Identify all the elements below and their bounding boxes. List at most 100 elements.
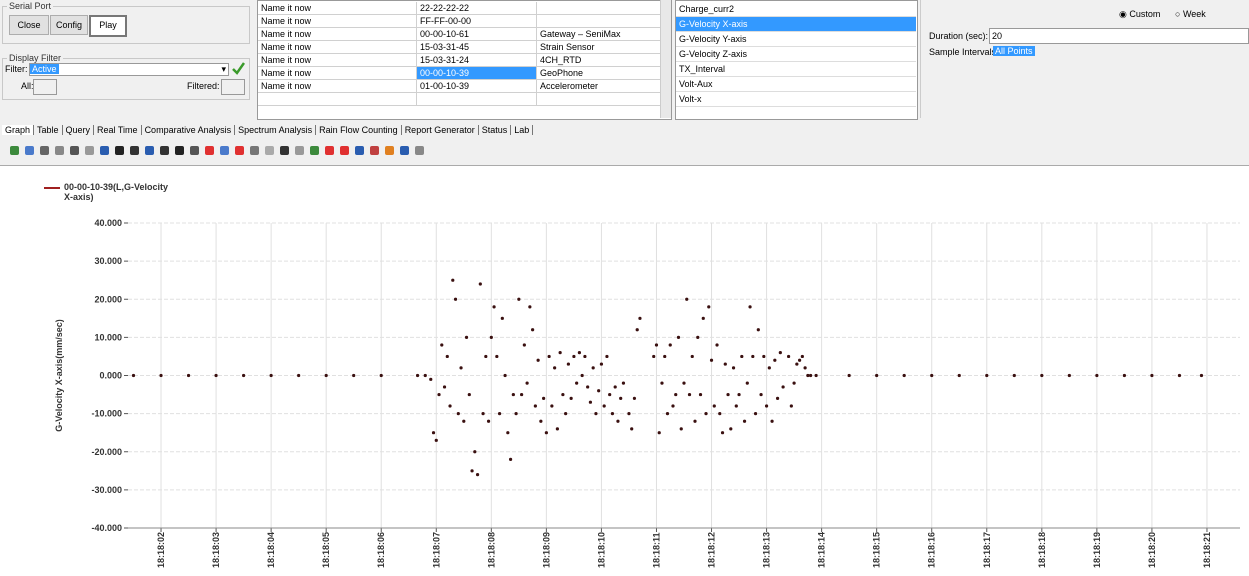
tab[interactable]: Spectrum Analysis — [235, 125, 317, 135]
tool-icon[interactable] — [280, 146, 289, 155]
table-cell[interactable] — [417, 93, 537, 106]
table-cell[interactable]: 22-22-22-22 — [417, 2, 537, 15]
tab[interactable]: Graph — [2, 125, 35, 135]
tool-icon[interactable] — [250, 146, 259, 155]
tab[interactable]: Query — [63, 125, 95, 135]
table-cell[interactable] — [537, 15, 661, 28]
table-cell[interactable]: Name it now — [258, 54, 417, 67]
table-cell[interactable]: Accelerometer — [537, 80, 661, 93]
tool-icon[interactable] — [295, 146, 304, 155]
close-button[interactable]: Close — [9, 15, 49, 35]
tab[interactable]: Comparative Analysis — [142, 125, 236, 135]
point — [431, 431, 436, 435]
play-button[interactable]: Play — [89, 15, 127, 37]
y-tick-label: 10.000 — [94, 332, 122, 342]
tab[interactable]: Table — [34, 125, 63, 135]
table-cell[interactable]: 15-03-31-45 — [417, 41, 537, 54]
channel-item[interactable]: Volt-x — [676, 92, 916, 107]
tab[interactable]: Rain Flow Counting — [316, 125, 402, 135]
duration-input[interactable]: 20 — [989, 28, 1249, 44]
radio-custom[interactable]: ◉ Custom — [1119, 9, 1161, 19]
tab[interactable]: Status — [479, 125, 512, 135]
x-tick-label: 18:18:06 — [376, 532, 386, 568]
radio-week[interactable]: ○ Week — [1175, 9, 1206, 19]
table-cell[interactable]: 15-03-31-24 — [417, 54, 537, 67]
tool-icon[interactable] — [415, 146, 424, 155]
table-cell[interactable]: Strain Sensor — [537, 41, 661, 54]
tab[interactable]: Lab — [511, 125, 534, 135]
tool-icon[interactable] — [100, 146, 109, 155]
filter-select[interactable]: Active ▾ — [29, 63, 229, 76]
table-cell[interactable] — [537, 2, 661, 15]
point — [500, 316, 504, 320]
tool-icon[interactable] — [85, 146, 94, 155]
table-cell[interactable] — [537, 93, 661, 106]
table-cell[interactable]: FF-FF-00-00 — [417, 15, 537, 28]
duration-label: Duration (sec): — [929, 31, 989, 41]
tool-icon[interactable] — [115, 146, 124, 155]
legend: 00-00-10-39(L,G-Velocity X-axis) — [44, 182, 174, 202]
tool-icon[interactable] — [385, 146, 394, 155]
table-cell[interactable]: Name it now — [258, 28, 417, 41]
tool-icon[interactable] — [370, 146, 379, 155]
point — [522, 343, 526, 347]
tool-icon[interactable] — [145, 146, 154, 155]
table-cell[interactable]: Name it now — [258, 67, 417, 80]
tool-icon[interactable] — [40, 146, 49, 155]
point — [572, 354, 576, 359]
channel-item[interactable]: G-Velocity Y-axis — [676, 32, 916, 47]
channel-item[interactable]: Charge_curr2 — [676, 2, 916, 17]
tool-icon[interactable] — [355, 146, 364, 155]
point — [588, 400, 593, 404]
tool-icon[interactable] — [325, 146, 334, 155]
table-cell[interactable]: 01-00-10-39 — [417, 80, 537, 93]
tool-icon[interactable] — [400, 146, 409, 155]
tool-icon[interactable] — [205, 146, 214, 155]
table-cell[interactable]: 00-00-10-39 — [417, 67, 537, 80]
tool-icon[interactable] — [70, 146, 79, 155]
tool-icon[interactable] — [340, 146, 349, 155]
point — [1122, 373, 1126, 378]
point — [875, 373, 879, 378]
table-cell[interactable]: GeoPhone — [537, 67, 661, 80]
tool-icon[interactable] — [25, 146, 34, 155]
tool-icon[interactable] — [130, 146, 139, 155]
tool-icon[interactable] — [190, 146, 199, 155]
interval-value[interactable]: All Points — [993, 46, 1035, 56]
tool-icon[interactable] — [265, 146, 274, 155]
point — [734, 404, 738, 408]
point — [654, 343, 659, 347]
tab[interactable]: Real Time — [94, 125, 142, 135]
tool-icon[interactable] — [310, 146, 319, 155]
tab[interactable]: Report Generator — [402, 125, 479, 135]
point — [718, 412, 722, 416]
channel-item[interactable]: G-Velocity Z-axis — [676, 47, 916, 62]
table-cell[interactable]: Gateway – SeniMax — [537, 28, 661, 41]
table-cell[interactable]: 00-00-10-61 — [417, 28, 537, 41]
tool-icon[interactable] — [55, 146, 64, 155]
tool-icon[interactable] — [220, 146, 229, 155]
tool-icon[interactable] — [175, 146, 184, 155]
channel-item[interactable]: TX_Interval — [676, 62, 916, 77]
table-cell[interactable]: Name it now — [258, 2, 417, 15]
channel-item[interactable]: G-Velocity X-axis — [676, 17, 916, 32]
tool-icon[interactable] — [10, 146, 19, 155]
point — [478, 282, 482, 286]
table-cell[interactable]: 4CH_RTD — [537, 54, 661, 67]
table-cell[interactable]: Name it now — [258, 15, 417, 28]
tool-icon[interactable] — [160, 146, 169, 155]
radio-label: Custom — [1129, 9, 1161, 19]
channel-item[interactable]: Volt-Aux — [676, 77, 916, 92]
point — [781, 385, 785, 389]
table-cell[interactable]: Name it now — [258, 41, 417, 54]
scrollbar[interactable] — [660, 0, 671, 118]
point — [800, 354, 804, 359]
config-button[interactable]: Config — [50, 15, 88, 35]
table-cell[interactable]: Name it now — [258, 80, 417, 93]
table-cell[interactable] — [258, 93, 417, 106]
apply-icon[interactable] — [231, 61, 245, 75]
point — [795, 362, 799, 366]
tool-icon[interactable] — [235, 146, 244, 155]
point — [159, 373, 163, 378]
point — [687, 392, 692, 397]
